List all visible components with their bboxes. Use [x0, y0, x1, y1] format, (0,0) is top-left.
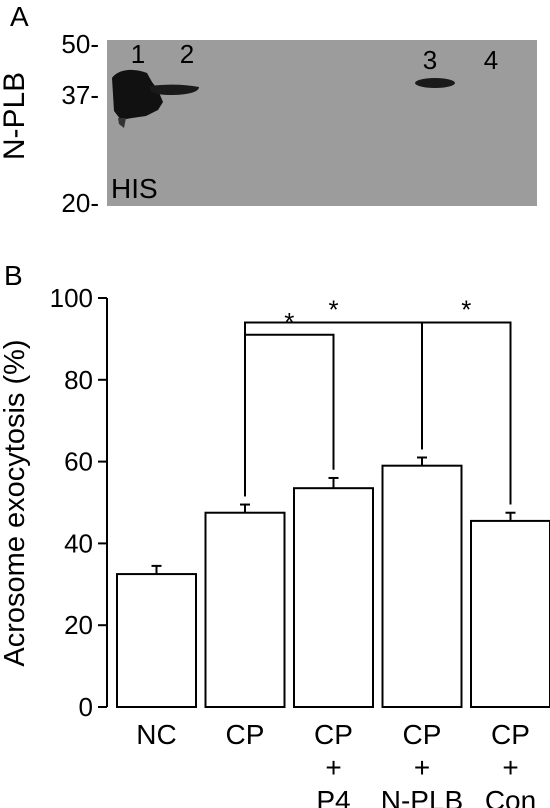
- y-tick-label-80: 80: [64, 365, 93, 395]
- lane-label-3: 3: [423, 45, 437, 75]
- bar-4: [470, 519, 550, 709]
- panel-a: A N-PLB 1 2 3 4 50- 37- 20- HIS: [0, 1, 537, 218]
- lane-label-4: 4: [484, 45, 498, 75]
- category-label-4-line-2: Con: [485, 785, 536, 808]
- category-label-1-line-0: CP: [226, 719, 265, 750]
- band-lane-1: [112, 69, 163, 120]
- category-label-2-line-2: P4: [316, 785, 350, 808]
- marker-37: 37-: [61, 80, 99, 110]
- his-tag-label: HIS: [111, 173, 158, 204]
- panel-b-letter: B: [4, 260, 23, 291]
- lane-labels: 1 2 3 4: [131, 39, 498, 75]
- significance-bracket-2: [421, 321, 512, 505]
- chart-ylabel: Acrosome exocytosis (%): [0, 339, 31, 666]
- category-label-3-line-1: +: [414, 752, 430, 783]
- category-label-3-line-2: N-PLB: [381, 785, 463, 808]
- category-label-4-line-0: CP: [491, 719, 530, 750]
- category-label-2-line-1: +: [325, 752, 341, 783]
- blot-bands: [112, 69, 455, 128]
- blot-ylabel: N-PLB: [0, 72, 31, 160]
- marker-20: 20-: [61, 188, 99, 218]
- y-axis: 0 20 40 60 80 100: [50, 283, 108, 722]
- bar-1: [204, 511, 286, 708]
- marker-50: 50-: [61, 29, 99, 59]
- significance-star-1: *: [328, 295, 338, 325]
- category-label-0-line-0: NC: [136, 719, 176, 750]
- bar-0: [116, 573, 197, 709]
- panel-b: B Acrosome exocytosis (%) 0 20 40 60 80 100 *…: [0, 260, 550, 808]
- marker-labels: 50- 37- 20-: [61, 29, 99, 218]
- significance-bracket-0: [244, 333, 335, 497]
- band-lane-3: [415, 78, 455, 88]
- y-tick-label-60: 60: [64, 447, 93, 477]
- y-tick-label-20: 20: [64, 610, 93, 640]
- category-label-2-line-0: CP: [314, 719, 353, 750]
- blot-membrane: [107, 40, 537, 206]
- y-tick-label-0: 0: [79, 692, 93, 722]
- category-label-3-line-0: CP: [403, 719, 442, 750]
- y-tick-label-100: 100: [50, 283, 93, 313]
- category-label-4-line-1: +: [502, 752, 518, 783]
- bars: [116, 456, 550, 709]
- bar-3: [381, 464, 463, 708]
- lane-label-2: 2: [180, 39, 194, 69]
- significance-star-2: *: [461, 295, 471, 325]
- y-tick-label-40: 40: [64, 528, 93, 558]
- lane-label-1: 1: [131, 39, 145, 69]
- band-lane-2: [150, 84, 199, 95]
- band-lane-1-smear: [118, 118, 126, 128]
- panel-a-letter: A: [10, 1, 29, 32]
- bar-2: [293, 487, 374, 708]
- significance-brackets: * * *: [244, 295, 512, 505]
